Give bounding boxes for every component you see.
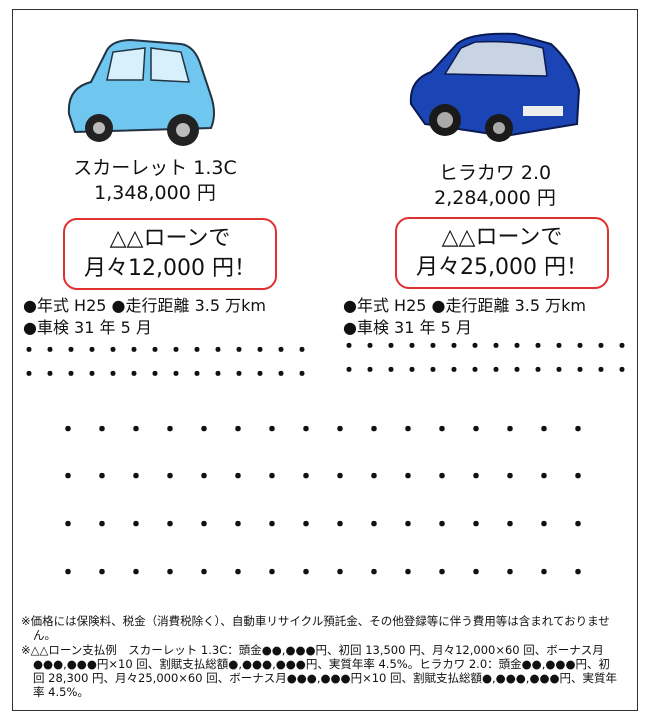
dots: ・・・・・・・・・・・・・・・・ [57,555,601,587]
loan-text: 月々25,000 円！ [397,253,607,283]
car-image [405,24,585,149]
dots: ・・・・・・・・・・・・・・ [339,354,633,383]
note: ※価格には保険料、税金（消費税除く）、自動車リサイクル預託金、その他登録等に伴う… [21,614,619,642]
car-price: 2,284,000 円 [365,183,625,210]
dots: ・・・・・・・・・・・・・・・・ [57,507,601,539]
loan-box: △△ローンで 月々25,000 円！ [395,217,609,289]
car-image [61,36,221,156]
page: スカーレット 1.3C 1,348,000 円 ヒラカワ 2.0 2,284,0… [0,0,652,723]
car-name: スカーレット 1.3C [25,153,285,180]
loan-box: △△ローンで 月々12,000 円！ [63,218,277,290]
flyer: スカーレット 1.3C 1,348,000 円 ヒラカワ 2.0 2,284,0… [12,9,638,711]
note: ※△△ローン支払例 スカーレット 1.3C：頭金●●,●●●円、初回 13,50… [21,643,619,699]
car-name: ヒラカワ 2.0 [365,158,625,185]
dots: ・・・・・・・・・・・・・・・・ [57,459,601,491]
loan-text: △△ローンで [397,223,607,253]
loan-text: 月々12,000 円！ [65,254,275,284]
dots: ・・・・・・・・・・・・・・ [19,358,313,387]
loan-text: △△ローンで [65,224,275,254]
spec: ●年式 H25 ●走行距離 3.5 万km [343,292,586,316]
spec: ●年式 H25 ●走行距離 3.5 万km [23,292,266,316]
car-price: 1,348,000 円 [25,178,285,205]
dots: ・・・・・・・・・・・・・・・・ [57,412,601,444]
